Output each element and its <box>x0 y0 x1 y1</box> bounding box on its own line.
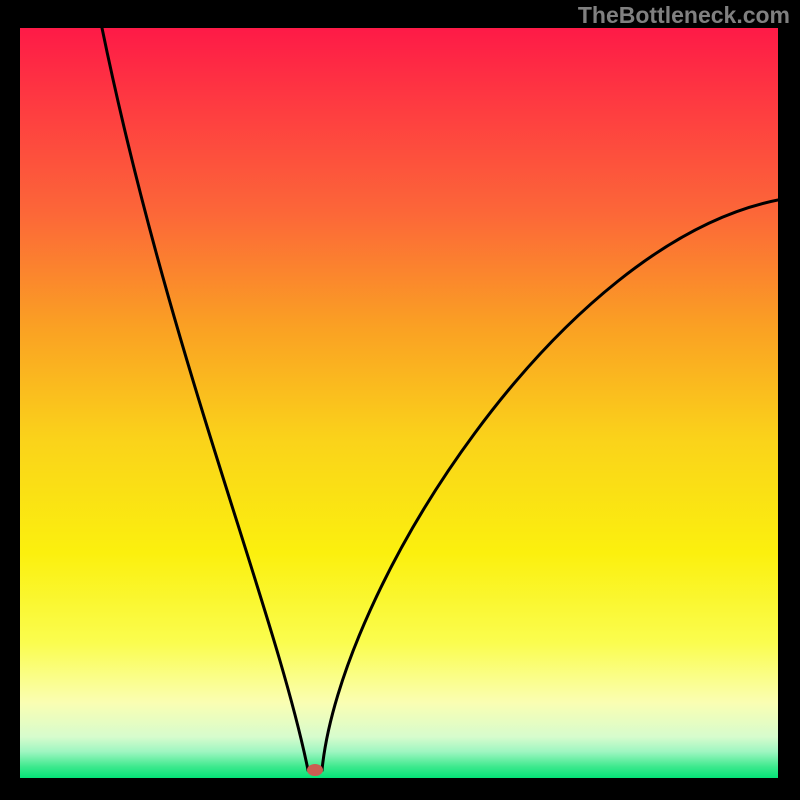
optimal-point-marker <box>307 764 323 776</box>
watermark-text: TheBottleneck.com <box>578 2 790 29</box>
gradient-background <box>20 28 778 778</box>
plot-area <box>20 28 778 778</box>
bottleneck-chart <box>20 28 778 778</box>
chart-frame: TheBottleneck.com <box>0 0 800 800</box>
